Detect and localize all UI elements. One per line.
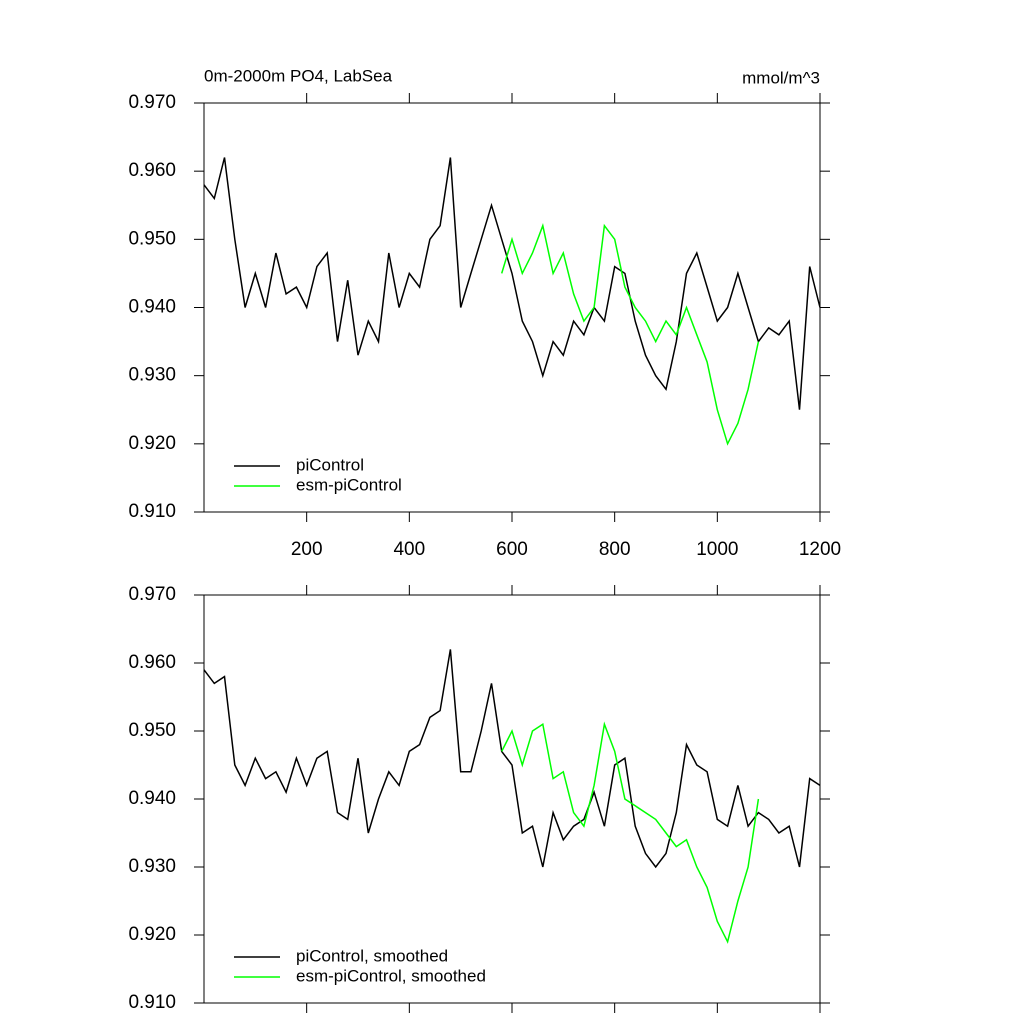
series-line xyxy=(501,721,760,944)
x-tick-label: 200 xyxy=(291,539,323,560)
legend-label: piControl, smoothed xyxy=(296,946,448,965)
series-line xyxy=(203,649,821,869)
x-tick-label: 800 xyxy=(599,539,631,560)
legend-label: esm-piControl, smoothed xyxy=(296,966,486,985)
y-tick-label: 0.940 xyxy=(128,788,176,809)
y-tick-label: 0.970 xyxy=(128,92,176,113)
units-label: mmol/m^3 xyxy=(742,68,820,87)
x-tick-label: 1000 xyxy=(696,539,738,560)
y-tick-label: 0.940 xyxy=(128,297,176,318)
y-tick-label: 0.920 xyxy=(128,433,176,454)
y-tick-label: 0.930 xyxy=(128,365,176,386)
y-tick-label: 0.920 xyxy=(128,924,176,945)
y-tick-label: 0.970 xyxy=(128,584,176,605)
y-tick-label: 0.960 xyxy=(128,160,176,181)
x-tick-label: 400 xyxy=(393,539,425,560)
chart-title: 0m-2000m PO4, LabSea xyxy=(204,66,393,85)
legend-label: esm-piControl xyxy=(296,475,402,494)
series-line xyxy=(500,223,760,446)
y-tick-label: 0.930 xyxy=(128,856,176,877)
series-line xyxy=(203,157,821,410)
y-tick-label: 0.910 xyxy=(128,992,176,1013)
legend-label: piControl xyxy=(296,455,364,474)
y-tick-label: 0.950 xyxy=(128,720,176,741)
x-tick-label: 600 xyxy=(496,539,528,560)
y-tick-label: 0.910 xyxy=(128,501,176,522)
y-tick-label: 0.950 xyxy=(128,228,176,249)
y-tick-label: 0.960 xyxy=(128,652,176,673)
x-tick-label: 1200 xyxy=(799,539,841,560)
